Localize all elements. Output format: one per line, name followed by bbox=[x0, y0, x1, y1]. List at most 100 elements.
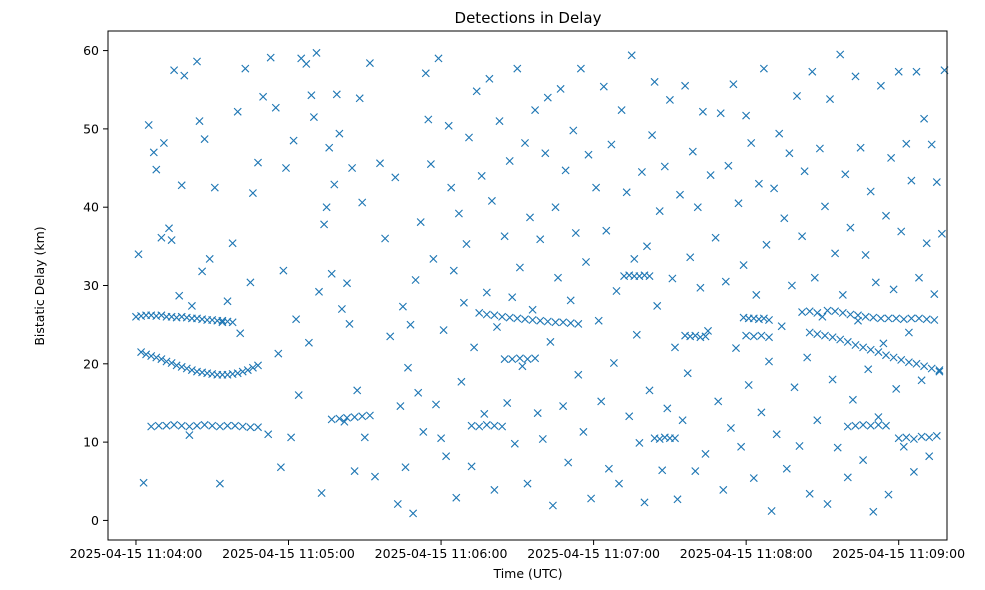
x-tick-label-4: 2025-04-15 11:08:00 bbox=[680, 546, 813, 561]
point-track-26km-late-5 bbox=[765, 316, 773, 324]
point-clutter-102 bbox=[465, 133, 473, 142]
point-track-26km-end-9 bbox=[869, 313, 878, 322]
point-clutter-256 bbox=[869, 507, 878, 516]
point-clutter-38 bbox=[282, 164, 290, 172]
point-clutter-254 bbox=[864, 365, 873, 374]
point-clutter-151 bbox=[597, 397, 606, 406]
point-clutter-114 bbox=[500, 232, 509, 241]
point-track-23km-late2-1 bbox=[749, 332, 758, 341]
point-clutter-183 bbox=[681, 81, 690, 90]
point-clutter-185 bbox=[686, 253, 695, 262]
point-clutter-172 bbox=[653, 301, 662, 310]
x-axis: 2025-04-15 11:04:00 2025-04-15 11:05:00 20… bbox=[70, 540, 965, 561]
point-clutter-270 bbox=[904, 328, 913, 337]
point-track-24km-end-14 bbox=[912, 359, 921, 368]
point-clutter-244 bbox=[838, 290, 847, 299]
point-clutter-80 bbox=[409, 509, 418, 518]
point-clutter-88 bbox=[429, 254, 438, 263]
point-clutter-282 bbox=[935, 367, 944, 376]
point-clutter-28 bbox=[246, 278, 255, 287]
point-clutter-181 bbox=[676, 190, 684, 199]
point-clutter-127 bbox=[533, 409, 542, 418]
point-clutter-52 bbox=[322, 203, 331, 212]
point-clutter-246 bbox=[843, 473, 852, 482]
point-clutter-68 bbox=[365, 59, 374, 68]
point-clutter-118 bbox=[510, 439, 519, 448]
point-track-23km-late2-0 bbox=[742, 331, 751, 340]
point-clutter-131 bbox=[543, 93, 552, 102]
point-track-12km-6 bbox=[193, 421, 201, 430]
point-clutter-110 bbox=[487, 196, 496, 205]
point-clutter-149 bbox=[592, 183, 601, 192]
point-track-24km-end-8 bbox=[866, 345, 875, 354]
point-clutter-203 bbox=[734, 199, 743, 208]
point-track-26km-end-10 bbox=[876, 314, 885, 323]
point-track-21km-2 bbox=[147, 352, 156, 360]
point-clutter-243 bbox=[836, 50, 845, 59]
point-track-12km-9 bbox=[215, 422, 224, 431]
point-track-23km-late2-2 bbox=[757, 331, 766, 340]
point-track-24km-end-16 bbox=[927, 364, 936, 373]
point-clutter-265 bbox=[892, 384, 901, 393]
point-clutter-238 bbox=[823, 500, 832, 508]
point-clutter-134 bbox=[551, 203, 560, 212]
point-track-26km-end-1 bbox=[805, 307, 814, 316]
point-track-21km-20 bbox=[238, 367, 247, 376]
point-clutter-278 bbox=[925, 452, 934, 461]
point-clutter-44 bbox=[302, 59, 311, 68]
point-track-26km-end-4 bbox=[831, 307, 840, 316]
point-clutter-192 bbox=[704, 326, 712, 335]
point-track-12km-mid-2 bbox=[482, 420, 491, 429]
point-track-12km-12 bbox=[238, 422, 247, 431]
point-clutter-37 bbox=[279, 266, 288, 275]
point-clutter-27 bbox=[241, 64, 250, 73]
point-clutter-150 bbox=[594, 316, 603, 325]
point-clutter-247 bbox=[846, 223, 855, 232]
point-clutter-42 bbox=[294, 391, 303, 400]
point-clutter-223 bbox=[785, 149, 794, 158]
point-clutter-156 bbox=[609, 359, 618, 367]
point-clutter-190 bbox=[698, 107, 707, 116]
point-clutter-101 bbox=[462, 240, 471, 248]
point-clutter-1 bbox=[139, 478, 148, 487]
point-clutter-231 bbox=[805, 489, 814, 498]
point-track-21km-9 bbox=[182, 364, 191, 373]
point-clutter-145 bbox=[579, 427, 588, 436]
point-track-10km-late-1 bbox=[655, 435, 664, 443]
point-track-21km-23 bbox=[254, 361, 262, 370]
point-track-26km-end-17 bbox=[930, 316, 939, 324]
point-clutter-3 bbox=[149, 148, 158, 157]
point-clutter-96 bbox=[449, 266, 458, 275]
point-clutter-25 bbox=[233, 107, 242, 116]
point-clutter-211 bbox=[754, 179, 763, 188]
point-clutter-35 bbox=[274, 349, 283, 358]
point-track-26km-end-15 bbox=[915, 314, 923, 323]
point-clutter-120 bbox=[515, 263, 524, 272]
point-clutter-70 bbox=[376, 159, 384, 168]
point-clutter-232 bbox=[808, 67, 817, 76]
point-clutter-180 bbox=[673, 495, 682, 504]
point-track-21km-0 bbox=[137, 348, 146, 357]
point-track-20km-mid-2 bbox=[515, 354, 524, 363]
point-clutter-153 bbox=[602, 226, 611, 235]
point-clutter-210 bbox=[752, 290, 761, 299]
point-clutter-274 bbox=[915, 273, 923, 282]
y-tick-label-0: 0 bbox=[91, 513, 99, 528]
point-clutter-155 bbox=[607, 140, 616, 149]
point-track-12km-mid-1 bbox=[475, 422, 484, 431]
point-clutter-225 bbox=[790, 383, 799, 392]
point-track-26km-end-11 bbox=[884, 314, 893, 323]
point-track-12km-end-1 bbox=[851, 421, 860, 430]
point-clutter-196 bbox=[716, 109, 725, 118]
point-clutter-0 bbox=[134, 250, 143, 259]
point-track-24km-end-3 bbox=[828, 333, 837, 342]
x-tick-label-2: 2025-04-15 11:06:00 bbox=[375, 546, 508, 561]
point-clutter-188 bbox=[693, 203, 702, 212]
point-clutter-75 bbox=[396, 402, 405, 411]
point-clutter-240 bbox=[828, 375, 837, 384]
point-track-13km-5 bbox=[365, 411, 374, 420]
point-clutter-182 bbox=[678, 416, 687, 425]
point-track-24km-end-10 bbox=[882, 351, 890, 360]
point-clutter-146 bbox=[582, 258, 590, 266]
point-clutter-92 bbox=[439, 326, 448, 335]
